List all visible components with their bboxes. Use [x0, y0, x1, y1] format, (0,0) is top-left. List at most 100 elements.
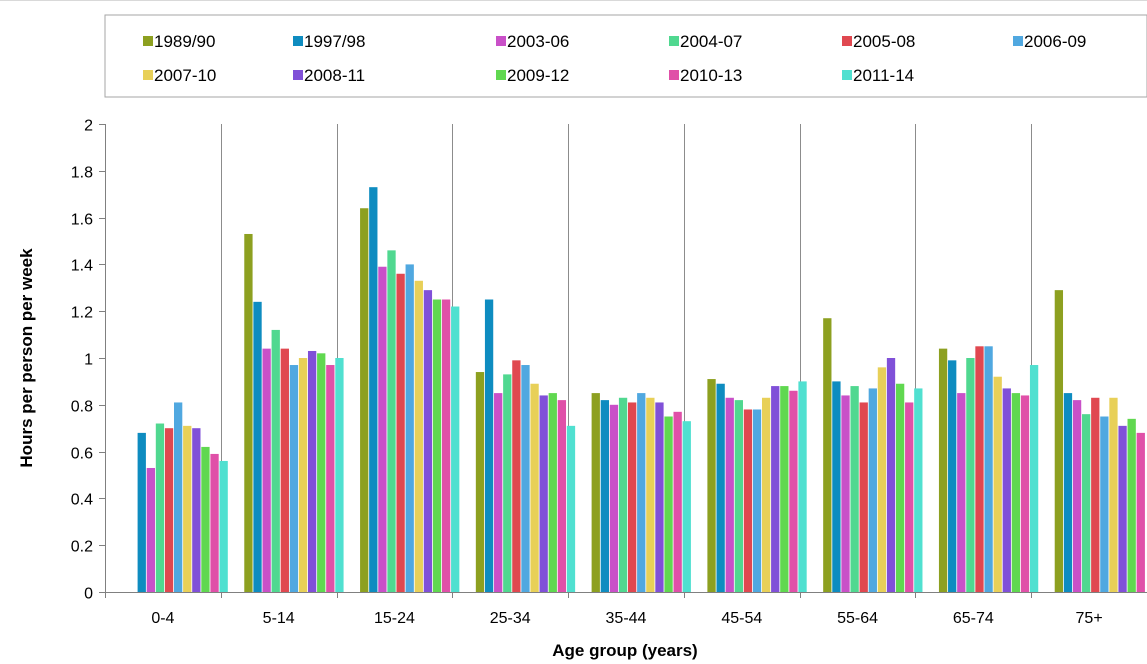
bar-2011-14-25-34 [566, 425, 576, 592]
bar-2005-08-45-54 [743, 409, 753, 592]
bar-1997-98-25-34 [484, 299, 494, 592]
bar-2008-11-5-14 [307, 350, 317, 592]
bars [137, 187, 1145, 593]
bar-2004-07-35-44 [618, 397, 628, 592]
y-tick-label: 1 [84, 352, 93, 369]
bar-2004-07-0-4 [155, 423, 165, 592]
bar-2005-08-15-24 [396, 273, 405, 592]
bar-1997-98-65-74 [948, 360, 957, 592]
bar-2005-08-75+ [1091, 397, 1100, 592]
y-tick-label: 0.6 [71, 446, 93, 463]
bar-2011-14-55-64 [914, 388, 923, 592]
legend-label: 1989/90 [154, 32, 215, 51]
legend-swatch [293, 70, 303, 80]
x-tick-label: 75+ [1076, 610, 1103, 627]
y-tick-labels: 0 0.2 0.4 0.6 0.8 1 1.2 1.4 1.6 1.8 2 [71, 118, 93, 603]
bar-2011-14-5-14 [335, 358, 344, 592]
bar-1989-90-35-44 [591, 393, 600, 592]
bar-2004-07-55-64 [850, 386, 859, 592]
y-tick-label: 0.8 [71, 399, 93, 416]
bar-2010-13-5-14 [326, 365, 335, 592]
legend-label: 2003-06 [507, 32, 569, 51]
bar-2007-10-0-4 [183, 425, 192, 592]
y-tick-label: 0.4 [71, 492, 93, 509]
bar-1989-90-55-64 [823, 318, 832, 592]
bar-2007-10-5-14 [298, 358, 308, 592]
bar-2006-09-65-74 [984, 346, 993, 592]
bar-2003-06-75+ [1072, 400, 1082, 592]
bar-2011-14-15-24 [451, 306, 460, 592]
bar-2010-13-55-64 [905, 402, 914, 592]
bar-2009-12-45-54 [780, 386, 789, 592]
bar-1989-90-15-24 [360, 208, 369, 593]
bar-2003-06-35-44 [609, 404, 619, 592]
bar-2008-11-25-34 [539, 395, 548, 592]
bar-2005-08-25-34 [512, 360, 521, 592]
bar-2007-10-15-24 [414, 280, 423, 592]
bar-1989-90-75+ [1054, 290, 1064, 592]
x-axis-title: Age group (years) [552, 641, 697, 660]
y-tick-label: 0.2 [71, 539, 93, 556]
bar-2008-11-15-24 [423, 290, 433, 592]
bar-2009-12-35-44 [664, 416, 673, 592]
bar-1997-98-75+ [1063, 393, 1073, 592]
legend-swatch [143, 70, 153, 80]
bar-2007-10-25-34 [530, 383, 539, 592]
bar-2003-06-55-64 [841, 395, 850, 592]
bar-2006-09-35-44 [637, 393, 646, 592]
legend-label: 1997/98 [304, 32, 365, 51]
x-tick-label: 55-64 [837, 610, 878, 627]
y-tick-label: 2 [84, 118, 93, 135]
bar-2006-09-45-54 [752, 409, 762, 592]
legend-label: 2005-08 [853, 32, 915, 51]
y-tick-label: 1.2 [71, 305, 93, 322]
x-tick-label: 65-74 [953, 610, 994, 627]
bar-2010-13-65-74 [1020, 395, 1030, 592]
x-tick-label: 5-14 [263, 610, 295, 627]
axes [99, 124, 1147, 598]
bar-2006-09-25-34 [521, 365, 530, 592]
bar-2003-06-45-54 [725, 397, 734, 592]
legend-swatch [842, 36, 852, 46]
bar-2003-06-65-74 [957, 393, 966, 592]
bar-2006-09-55-64 [868, 388, 877, 592]
bar-2006-09-75+ [1100, 416, 1109, 592]
y-tick-label: 0 [84, 586, 93, 603]
bar-1989-90-25-34 [475, 372, 485, 592]
bar-2008-11-65-74 [1002, 388, 1011, 592]
bar-2007-10-35-44 [646, 397, 655, 592]
legend-swatch [496, 70, 506, 80]
bar-2009-12-75+ [1127, 418, 1136, 592]
legend-swatch [669, 36, 679, 46]
bar-2003-06-25-34 [494, 393, 503, 592]
bar-2008-11-35-44 [655, 402, 664, 592]
bar-2011-14-35-44 [682, 421, 691, 592]
bar-2003-06-5-14 [262, 348, 271, 592]
bar-2007-10-65-74 [993, 376, 1002, 592]
bar-1997-98-15-24 [369, 187, 378, 592]
bar-2010-13-35-44 [673, 411, 682, 592]
legend-swatch [293, 36, 303, 46]
bar-2003-06-15-24 [378, 266, 387, 592]
y-axis-title: Hours per person per week [17, 248, 36, 468]
bar-2008-11-55-64 [886, 358, 896, 592]
bar-1997-98-5-14 [253, 301, 262, 592]
bar-1997-98-55-64 [832, 381, 841, 592]
bar-2009-12-65-74 [1011, 393, 1021, 592]
legend-label: 2004-07 [680, 32, 742, 51]
legend-swatch [143, 36, 153, 46]
bar-2010-13-15-24 [441, 299, 451, 592]
legend-swatch [496, 36, 506, 46]
bar-2005-08-0-4 [164, 428, 174, 592]
x-tick-label: 35-44 [606, 610, 647, 627]
bar-2010-13-0-4 [210, 453, 219, 592]
x-tick-labels: 0-4 5-14 15-24 25-34 35-44 45-54 55-64 65-74 75+ [151, 610, 1102, 627]
bar-2003-06-0-4 [146, 467, 155, 592]
legend-label: 2011-14 [853, 66, 914, 85]
bar-2004-07-65-74 [966, 358, 975, 592]
legend-label: 2008-11 [304, 66, 365, 85]
legend-label: 2006-09 [1024, 32, 1086, 51]
bar-2006-09-0-4 [174, 402, 183, 592]
bar-2005-08-65-74 [975, 346, 984, 592]
